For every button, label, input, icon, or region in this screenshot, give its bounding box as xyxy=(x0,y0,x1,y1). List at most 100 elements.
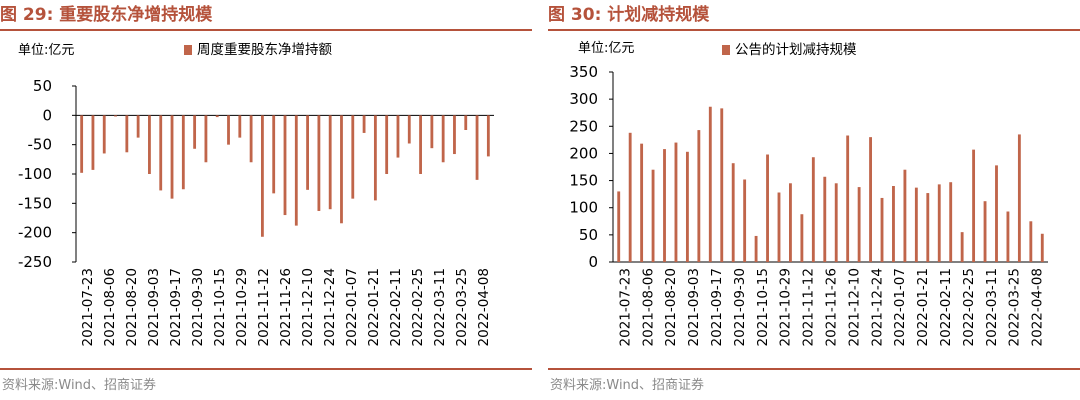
right-bar xyxy=(640,143,644,262)
right-y-tick-label: 200 xyxy=(569,144,598,162)
right-bar xyxy=(800,214,804,262)
left-source-rule xyxy=(0,368,532,370)
right-bar xyxy=(1017,134,1021,262)
left-x-tick-label: 2022-04-08 xyxy=(476,268,492,346)
left-x-tick-label: 2021-11-26 xyxy=(278,268,294,346)
left-bar xyxy=(102,115,106,154)
right-bar xyxy=(628,132,632,262)
left-x-tick-label: 2021-12-24 xyxy=(322,268,338,346)
right-bar xyxy=(1006,211,1010,262)
right-x-tick-label: 2021-09-17 xyxy=(709,268,725,346)
right-source-note: 资料来源:Wind、招商证券 xyxy=(550,378,705,393)
right-y-tick-label: 0 xyxy=(588,253,598,271)
left-bar xyxy=(170,115,174,199)
right-bar xyxy=(972,149,976,262)
right-bar xyxy=(766,154,769,262)
left-chart: 单位:亿元 周度重要股东净增持额 50 0 -50 -100 -150 -200 -250 202… xyxy=(18,42,494,346)
left-bar xyxy=(272,115,276,194)
right-bar xyxy=(789,183,792,262)
right-bar xyxy=(674,142,678,262)
right-bar xyxy=(663,149,666,262)
left-bar xyxy=(385,115,389,174)
right-bar xyxy=(777,192,781,262)
left-x-tick-label: 2021-09-30 xyxy=(190,268,206,346)
right-bar xyxy=(731,163,735,262)
left-bar xyxy=(204,115,208,163)
left-bar xyxy=(430,115,434,149)
left-x-tick-label: 2021-07-23 xyxy=(80,268,96,346)
right-x-tick-label: 2022-01-21 xyxy=(915,268,931,346)
left-x-tick-label: 2021-10-29 xyxy=(234,268,250,346)
right-chart-panel: 图 30: 计划减持规模 单位:亿元 公告的计划减持规模 350 300 250 200 1… xyxy=(548,0,1080,400)
left-bar xyxy=(136,115,140,138)
left-bar xyxy=(91,115,95,170)
right-bar xyxy=(846,135,850,262)
right-bar xyxy=(1040,233,1044,262)
left-x-tick-label: 2021-09-03 xyxy=(146,268,162,346)
right-bar xyxy=(754,235,758,262)
right-bar xyxy=(937,184,941,262)
left-legend-swatch xyxy=(184,45,192,55)
right-x-tick-label: 2022-03-25 xyxy=(1007,268,1023,346)
left-bar xyxy=(362,115,366,133)
left-bar xyxy=(486,115,490,157)
right-x-tick-label: 2021-08-06 xyxy=(640,268,656,346)
left-x-tick-label: 2022-02-25 xyxy=(410,268,426,346)
left-y-tick-label: -150 xyxy=(18,194,52,212)
right-x-tick-label: 2021-08-20 xyxy=(663,268,679,346)
left-y-tick-label: -250 xyxy=(18,253,52,271)
right-bar xyxy=(857,187,861,262)
right-x-tick-label: 2022-01-07 xyxy=(892,268,908,346)
right-bar xyxy=(926,193,930,262)
right-bar xyxy=(720,108,724,263)
left-x-tick-label: 2021-08-20 xyxy=(124,268,140,346)
left-source-note: 资料来源:Wind、招商证券 xyxy=(2,378,157,393)
right-unit-label: 单位:亿元 xyxy=(578,41,634,56)
right-bar xyxy=(949,182,953,262)
left-y-tick-label: 50 xyxy=(33,77,52,95)
right-y-tick-label: 100 xyxy=(569,199,598,217)
left-x-tick-label: 2022-01-21 xyxy=(366,268,382,346)
left-bar xyxy=(114,115,117,117)
left-bar xyxy=(396,115,400,158)
right-bar xyxy=(743,179,747,262)
right-bar xyxy=(903,169,907,262)
left-unit-label: 单位:亿元 xyxy=(18,43,74,58)
left-x-tick-label: 2022-03-11 xyxy=(432,268,448,346)
right-bar xyxy=(685,151,689,262)
left-chart-title: 图 29: 重要股东净增持规模 xyxy=(0,5,213,25)
left-bar xyxy=(193,115,197,149)
right-x-tick-label: 2021-09-03 xyxy=(686,268,702,346)
right-y-tick-label: 150 xyxy=(569,172,598,190)
left-bar xyxy=(159,115,163,191)
left-bar xyxy=(148,115,151,174)
left-bar xyxy=(407,115,411,144)
right-y-tick-label: 250 xyxy=(569,117,598,135)
right-title-rule xyxy=(548,29,1080,31)
right-bar xyxy=(811,157,815,262)
right-x-tick-label: 2021-10-15 xyxy=(755,268,771,346)
right-bar xyxy=(960,232,964,262)
right-bar xyxy=(834,183,838,262)
left-bar xyxy=(464,115,468,130)
right-bar xyxy=(697,130,701,262)
left-bar xyxy=(260,115,264,237)
left-bar xyxy=(373,115,377,201)
left-bar xyxy=(294,115,298,226)
right-x-tick-label: 2021-11-26 xyxy=(824,268,840,346)
left-bar xyxy=(475,115,479,180)
right-x-tick-label: 2021-10-29 xyxy=(778,268,794,346)
left-bar xyxy=(80,115,84,173)
left-bar xyxy=(328,115,332,210)
left-bar xyxy=(351,115,355,199)
left-x-tick-label: 2022-03-25 xyxy=(454,268,470,346)
right-chart-title: 图 30: 计划减持规模 xyxy=(548,5,710,25)
left-title-rule xyxy=(0,29,532,31)
right-legend-label: 公告的计划减持规模 xyxy=(735,42,857,58)
right-x-tick-label: 2021-12-10 xyxy=(846,268,862,346)
right-bar xyxy=(983,201,987,262)
right-bar xyxy=(651,169,655,262)
left-bar xyxy=(125,115,129,153)
left-bar xyxy=(227,115,230,145)
right-x-tick-label: 2022-02-25 xyxy=(961,268,977,346)
